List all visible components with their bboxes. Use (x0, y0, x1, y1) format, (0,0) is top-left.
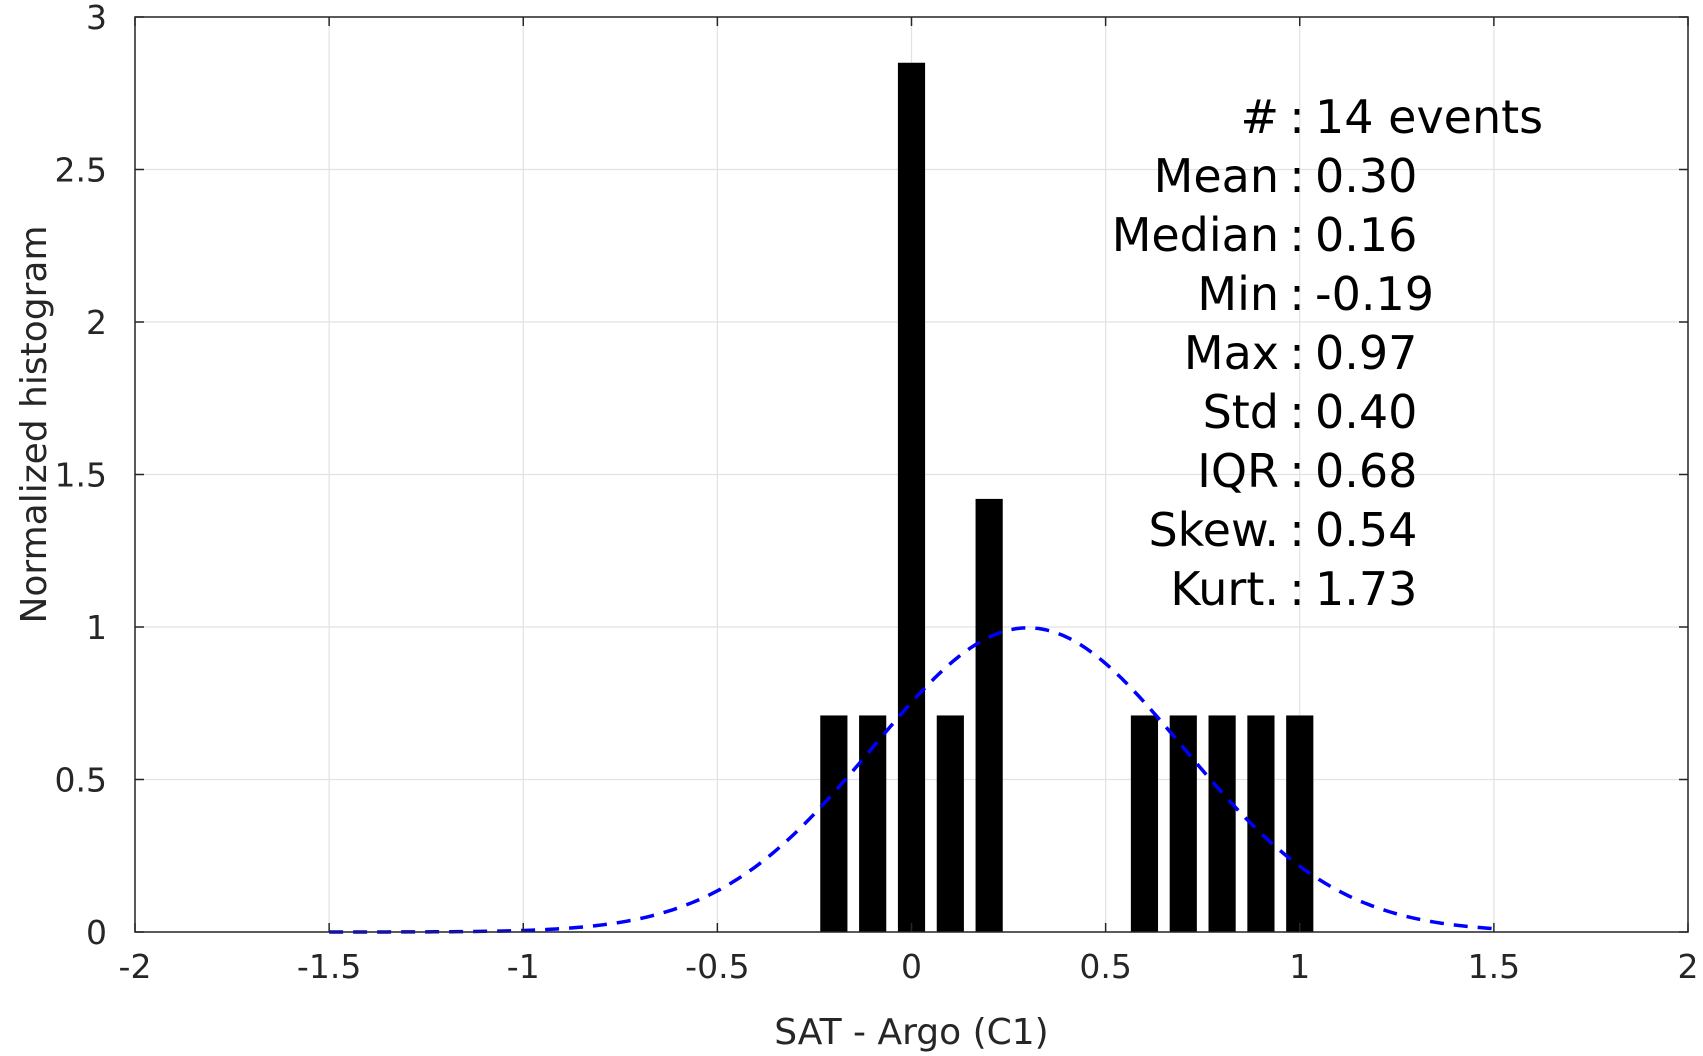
stats-value: 0.54 (1315, 503, 1417, 557)
stats-label: Max (1184, 326, 1279, 380)
histogram-bar (820, 715, 848, 932)
stats-label: Skew. (1148, 503, 1279, 557)
x-tick-label: 1.5 (1468, 947, 1520, 986)
stats-value: -0.19 (1315, 267, 1434, 321)
stats-label: Mean (1154, 149, 1279, 203)
histogram-bar (975, 498, 1003, 932)
histogram-bars (820, 62, 1314, 932)
x-tick-label: 0.5 (1079, 947, 1131, 986)
histogram-bar (1286, 715, 1314, 932)
histogram-bar (859, 715, 887, 932)
stats-label: # (1240, 90, 1279, 144)
y-tick-label: 2 (86, 303, 107, 342)
y-tick-label: 1 (86, 608, 107, 647)
histogram-bar (1130, 715, 1159, 932)
histogram-bar (1208, 715, 1236, 932)
x-tick-label: -1.5 (297, 947, 361, 986)
stats-colon: : (1289, 503, 1305, 557)
y-axis-label: Normalized histogram (14, 225, 55, 623)
stats-colon: : (1289, 326, 1305, 380)
x-axis-label: SAT - Argo (C1) (774, 1012, 1048, 1053)
stats-colon: : (1289, 444, 1305, 498)
x-tick-label: 0 (901, 947, 922, 986)
stats-label: Kurt. (1170, 562, 1279, 616)
x-tick-label: 2 (1678, 947, 1699, 986)
x-tick-label: 1 (1289, 947, 1310, 986)
stats-colon: : (1289, 385, 1305, 439)
y-tick-label: 1.5 (55, 456, 107, 495)
stats-colon: : (1289, 90, 1305, 144)
stats-value: 0.40 (1315, 385, 1417, 439)
y-tick-label: 3 (86, 0, 107, 37)
stats-value: 1.73 (1315, 562, 1417, 616)
stats-value: 0.16 (1315, 208, 1417, 262)
stats-colon: : (1289, 562, 1305, 616)
stats-label: Median (1112, 208, 1279, 262)
y-tick-label: 0.5 (55, 761, 107, 800)
stats-value: 0.97 (1315, 326, 1417, 380)
stats-label: Min (1197, 267, 1279, 321)
y-tick-label: 2.5 (55, 151, 107, 190)
histogram-bar (1169, 715, 1197, 932)
x-tick-label: -0.5 (685, 947, 749, 986)
stats-label: Std (1203, 385, 1279, 439)
stats-colon: : (1289, 267, 1305, 321)
x-tick-label: -2 (119, 947, 152, 986)
axis-ticks: -2 -1.5 -1 -0.5 0 0.5 1 1.5 2 0 0.5 1 1.5 2 2.5 3 (55, 0, 1699, 986)
x-tick-label: -1 (507, 947, 540, 986)
stats-value: 14 events (1315, 90, 1543, 144)
stats-colon: : (1289, 149, 1305, 203)
stats-colon: : (1289, 208, 1305, 262)
y-tick-label: 0 (86, 913, 107, 952)
stats-value: 0.30 (1315, 149, 1417, 203)
histogram-bar (936, 715, 964, 932)
stats-label: IQR (1197, 444, 1279, 498)
histogram-bar (897, 62, 926, 932)
stats-value: 0.68 (1315, 444, 1417, 498)
